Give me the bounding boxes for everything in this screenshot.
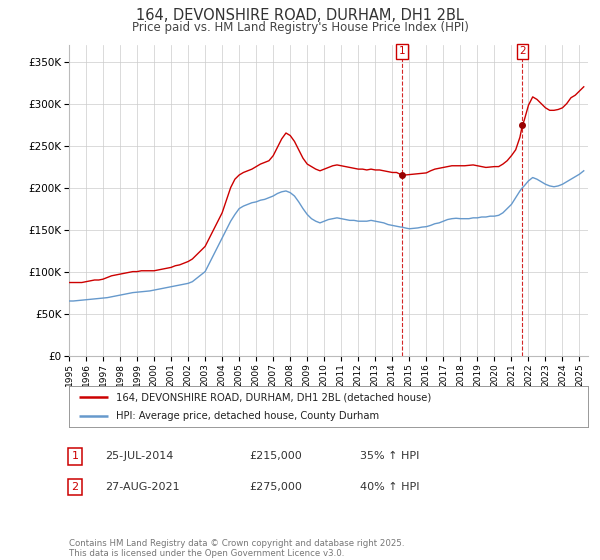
Text: 164, DEVONSHIRE ROAD, DURHAM, DH1 2BL (detached house): 164, DEVONSHIRE ROAD, DURHAM, DH1 2BL (d… (116, 393, 431, 402)
Text: 35% ↑ HPI: 35% ↑ HPI (360, 451, 419, 461)
Text: £275,000: £275,000 (249, 482, 302, 492)
Text: 2: 2 (71, 482, 79, 492)
Text: 27-AUG-2021: 27-AUG-2021 (105, 482, 179, 492)
Text: 2: 2 (519, 46, 526, 57)
Text: £215,000: £215,000 (249, 451, 302, 461)
Text: 1: 1 (398, 46, 405, 57)
Text: 1: 1 (71, 451, 79, 461)
Text: 25-JUL-2014: 25-JUL-2014 (105, 451, 173, 461)
Text: Contains HM Land Registry data © Crown copyright and database right 2025.
This d: Contains HM Land Registry data © Crown c… (69, 539, 404, 558)
Text: 40% ↑ HPI: 40% ↑ HPI (360, 482, 419, 492)
Text: 164, DEVONSHIRE ROAD, DURHAM, DH1 2BL: 164, DEVONSHIRE ROAD, DURHAM, DH1 2BL (136, 8, 464, 24)
Text: Price paid vs. HM Land Registry's House Price Index (HPI): Price paid vs. HM Land Registry's House … (131, 21, 469, 34)
Text: HPI: Average price, detached house, County Durham: HPI: Average price, detached house, Coun… (116, 411, 379, 421)
